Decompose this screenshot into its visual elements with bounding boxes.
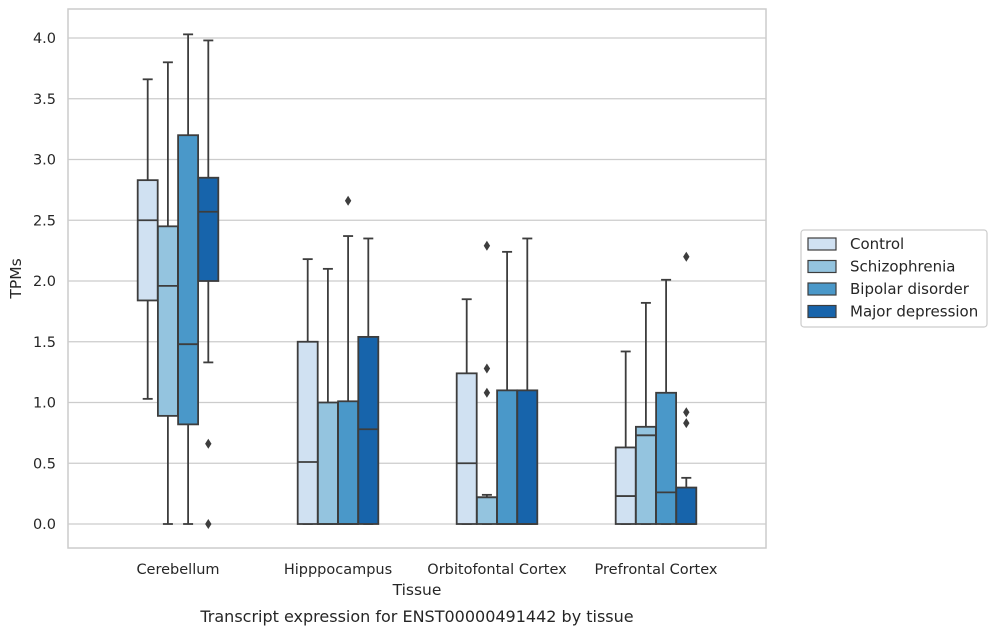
box-control [614,350,637,525]
legend-item: Bipolar disorder [807,280,970,298]
box-major-depression [675,251,698,525]
y-tick-label: 4.0 [33,31,56,47]
box-schizophrenia [316,267,339,525]
legend-item: Major depression [807,303,978,321]
outlier-point [683,418,690,429]
box-iqr [357,335,380,525]
box-iqr [655,391,677,525]
box-iqr [337,400,360,525]
box-iqr [177,134,200,426]
legend-label: Control [850,235,904,253]
legend-swatch [807,304,837,319]
legend-label: Schizophrenia [850,258,955,276]
box-control [455,298,478,525]
legend-label: Major depression [850,303,978,321]
outlier-point [205,519,212,529]
box-major-depression [357,237,380,525]
legend-item: Control [807,235,904,253]
y-tick-label: 2.5 [33,213,56,229]
box-iqr [675,486,698,525]
box-major-depression [197,39,220,529]
legend-swatch [807,237,837,251]
box-bipolar-disorder [496,250,519,525]
y-tick-label: 0.0 [33,517,56,533]
legend-swatch [807,259,837,274]
outlier-point [483,363,491,374]
y-tick-label: 3.0 [33,153,56,169]
y-tick-label: 0.5 [33,456,56,472]
box-bipolar-disorder [655,278,677,525]
box-iqr [635,425,657,525]
x-tick-label: Prefrontal Cortex [595,562,718,578]
x-axis-label: Tissue [392,581,442,599]
outlier-point [683,407,690,418]
box-iqr [496,389,519,525]
box-iqr [614,446,637,525]
box-major-depression [516,237,539,525]
box-iqr [316,401,339,525]
boxes [136,33,698,529]
box-schizophrenia [635,301,657,525]
box-schizophrenia [475,240,498,525]
x-tick-label: Cerebellum [136,562,219,578]
y-axis-label: TPMs [7,258,25,299]
outlier-point [344,195,352,206]
box-iqr [296,340,319,525]
x-tick-label: Orbitofontal Cortex [427,562,567,578]
x-tick-label: Hipppocampus [284,562,392,578]
legend-label: Bipolar disorder [850,280,970,298]
box-iqr [197,176,220,282]
box-iqr [475,496,498,525]
outlier-point [683,251,690,262]
box-control [296,258,319,525]
legend-frame [800,229,988,328]
legend: Control Schizophrenia Bipolar disorder Majo… [800,229,988,328]
box-iqr [136,179,159,302]
box-iqr [516,389,539,525]
box-bipolar-disorder [337,195,360,525]
y-tick-labels: 0.0 0.5 1.0 1.5 2.0 2.5 3.0 3.5 4.0 [33,31,56,533]
outlier-point [483,240,491,251]
y-tick-label: 1.0 [33,396,56,412]
outlier-point [205,438,212,449]
chart-caption: Transcript expression for ENST0000049144… [199,607,633,626]
y-tick-label: 2.0 [33,274,56,290]
outlier-point [483,387,491,398]
box-schizophrenia [156,61,179,525]
box-control [136,78,159,400]
y-tick-label: 3.5 [33,92,56,108]
y-tick-label: 1.5 [33,335,56,351]
box-bipolar-disorder [177,33,200,525]
plot-frame [67,8,767,549]
x-tick-labels: Cerebellum Hipppocampus Orbitofontal Corte… [136,562,717,578]
box-iqr [156,225,179,417]
legend-swatch [807,282,837,296]
legend-item: Schizophrenia [807,258,955,276]
box-iqr [455,372,478,525]
